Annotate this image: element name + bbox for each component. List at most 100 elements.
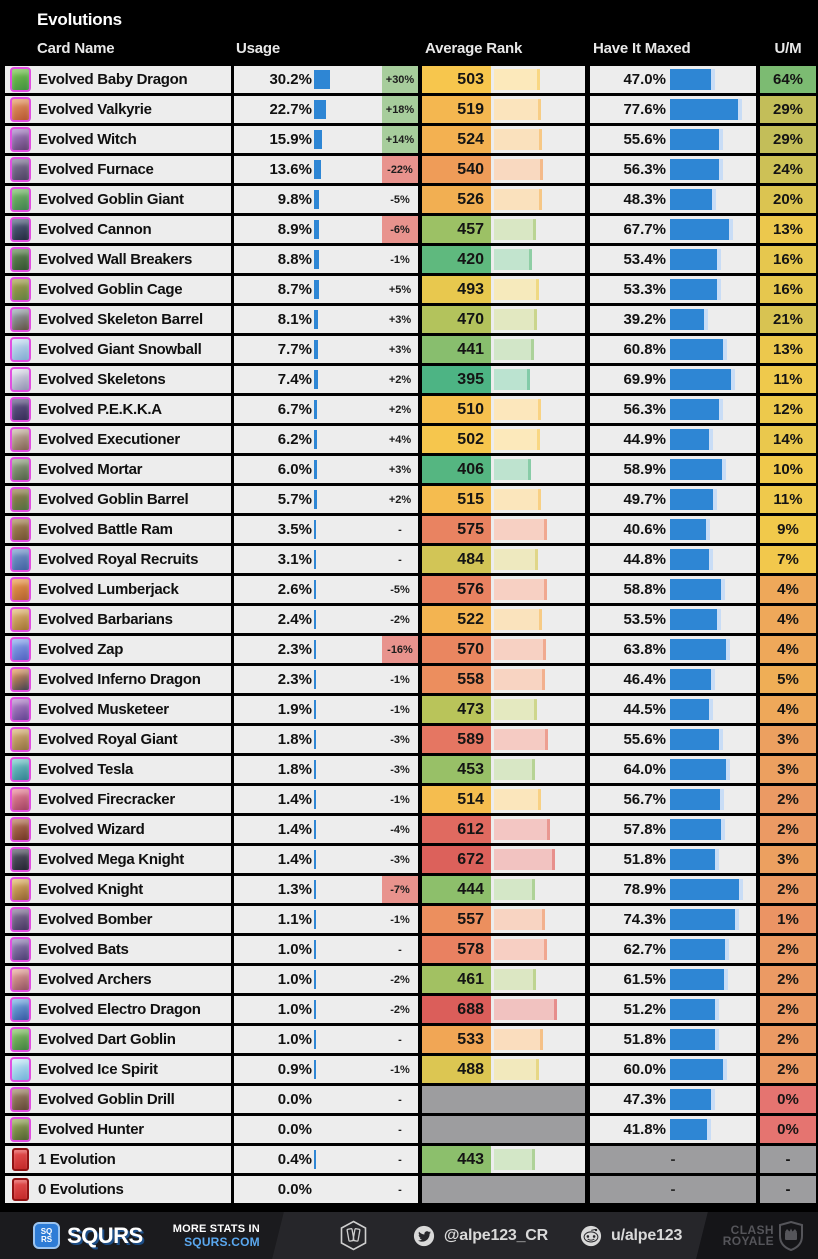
card-name-label: Evolved Executioner — [38, 431, 180, 448]
um-value: 0% — [760, 1086, 816, 1113]
um-value: 0% — [760, 1116, 816, 1143]
table-row: Evolved Wall Breakers 8.8% -1% 420 53.4%… — [5, 246, 816, 273]
have-it-maxed-value: - — [670, 1181, 676, 1198]
average-rank-group: 533 — [422, 1026, 585, 1053]
usage-change-badge: +3% — [388, 343, 412, 356]
table-row: 1 Evolution 0.4% - 443 - - — [5, 1146, 816, 1173]
table-row: Evolved Mega Knight 1.4% -3% 672 51.8% 3… — [5, 846, 816, 873]
usage-bar — [314, 790, 316, 809]
table-row: Evolved Goblin Cage 8.7% +5% 493 53.3% 1… — [5, 276, 816, 303]
average-rank-value: 557 — [422, 906, 491, 933]
usage-bar — [314, 100, 326, 119]
reddit-handle: u/alpe123 — [611, 1226, 683, 1244]
usage-change-badge: - — [398, 553, 402, 566]
have-it-maxed-value: 51.2% — [623, 1001, 666, 1018]
squrs-wordmark: SQURS — [67, 1222, 143, 1248]
column-headers: Card Name Usage Average Rank Have It Max… — [0, 40, 818, 62]
um-value: 5% — [760, 666, 816, 693]
table-row: Evolved Zap 2.3% -16% 570 63.8% 4% — [5, 636, 816, 663]
usage-cell: 1.4% -4% — [234, 816, 418, 843]
usage-value: 9.8% — [277, 191, 312, 208]
um-value: 7% — [760, 546, 816, 573]
card-name-cell: Evolved Zap — [5, 636, 231, 663]
card-name-cell: Evolved Battle Ram — [5, 516, 231, 543]
have-it-maxed-bar — [670, 969, 724, 990]
card-name-label: Evolved Royal Giant — [38, 731, 178, 748]
card-name-cell: Evolved Goblin Barrel — [5, 486, 231, 513]
have-it-maxed-value: 53.4% — [623, 251, 666, 268]
table-row: Evolved Goblin Barrel 5.7% +2% 515 49.7%… — [5, 486, 816, 513]
average-rank-value: 441 — [422, 336, 491, 363]
average-rank-value: 578 — [422, 936, 491, 963]
have-it-maxed-bar — [670, 219, 730, 240]
table-row: Evolved Giant Snowball 7.7% +3% 441 60.8… — [5, 336, 816, 363]
have-it-maxed-bar — [670, 429, 710, 450]
table-row: Evolved Bomber 1.1% -1% 557 74.3% 1% — [5, 906, 816, 933]
usage-value: 1.9% — [277, 701, 312, 718]
table-row: Evolved Tesla 1.8% -3% 453 64.0% 3% — [5, 756, 816, 783]
card-name-label: 0 Evolutions — [38, 1181, 124, 1198]
card-icon — [10, 1027, 31, 1052]
card-name-cell: Evolved Furnace — [5, 156, 231, 183]
card-name-cell: Evolved Valkyrie — [5, 96, 231, 123]
average-rank-group: 522 — [422, 606, 585, 633]
average-rank-group: 515 — [422, 486, 585, 513]
card-name-label: Evolved Barbarians — [38, 611, 173, 628]
average-rank-group — [422, 1176, 585, 1203]
usage-cell: 1.9% -1% — [234, 696, 418, 723]
card-name-label: 1 Evolution — [38, 1151, 116, 1168]
usage-change-badge: - — [398, 1153, 402, 1166]
average-rank-value: 420 — [422, 246, 491, 273]
have-it-maxed-bar — [670, 189, 713, 210]
usage-bar — [314, 220, 319, 239]
card-name-label: Evolved Knight — [38, 881, 143, 898]
have-it-maxed-cell: 60.0% — [590, 1056, 756, 1083]
card-icon — [10, 727, 31, 752]
average-rank-bar — [494, 939, 547, 960]
have-it-maxed-cell: 78.9% — [590, 876, 756, 903]
average-rank-bar-cell — [491, 1146, 585, 1173]
table-row: Evolved Royal Giant 1.8% -3% 589 55.6% 3… — [5, 726, 816, 753]
usage-cell: 1.4% -3% — [234, 846, 418, 873]
card-icon — [10, 337, 31, 362]
card-icon — [10, 157, 31, 182]
have-it-maxed-value: 47.0% — [623, 71, 666, 88]
card-name-cell: Evolved Dart Goblin — [5, 1026, 231, 1053]
card-icon — [10, 307, 31, 332]
have-it-maxed-bar — [670, 789, 720, 810]
table-row: Evolved Electro Dragon 1.0% -2% 688 51.2… — [5, 996, 816, 1023]
average-rank-bar-cell — [491, 96, 585, 123]
table-row: Evolved Ice Spirit 0.9% -1% 488 60.0% 2% — [5, 1056, 816, 1083]
card-name-cell: Evolved Firecracker — [5, 786, 231, 813]
um-value: 12% — [760, 396, 816, 423]
average-rank-bar — [494, 579, 547, 600]
usage-value: 8.7% — [277, 281, 312, 298]
average-rank-value: 457 — [422, 216, 491, 243]
have-it-maxed-cell: 46.4% — [590, 666, 756, 693]
table-row: Evolved Mortar 6.0% +3% 406 58.9% 10% — [5, 456, 816, 483]
have-it-maxed-cell: 44.5% — [590, 696, 756, 723]
average-rank-group: 443 — [422, 1146, 585, 1173]
average-rank-bar-cell — [491, 456, 585, 483]
usage-value: 1.4% — [277, 791, 312, 808]
average-rank-group: 540 — [422, 156, 585, 183]
average-rank-group: 473 — [422, 696, 585, 723]
usage-change-badge: - — [398, 1123, 402, 1136]
have-it-maxed-bar — [670, 759, 726, 780]
usage-bar — [314, 580, 316, 599]
usage-cell: 8.7% +5% — [234, 276, 418, 303]
table-row: Evolved Witch 15.9% +14% 524 55.6% 29% — [5, 126, 816, 153]
usage-value: 6.2% — [277, 431, 312, 448]
usage-cell: 0.0% - — [234, 1086, 418, 1113]
average-rank-bar — [494, 489, 542, 510]
usage-cell: 1.1% -1% — [234, 906, 418, 933]
have-it-maxed-cell: 77.6% — [590, 96, 756, 123]
average-rank-bar — [494, 639, 547, 660]
usage-change-badge: -22% — [382, 156, 418, 183]
average-rank-group: 612 — [422, 816, 585, 843]
have-it-maxed-value: 60.0% — [623, 1061, 666, 1078]
usage-bar — [314, 940, 316, 959]
usage-cell: 15.9% +14% — [234, 126, 418, 153]
usage-value: 6.0% — [277, 461, 312, 478]
um-value: 16% — [760, 276, 816, 303]
